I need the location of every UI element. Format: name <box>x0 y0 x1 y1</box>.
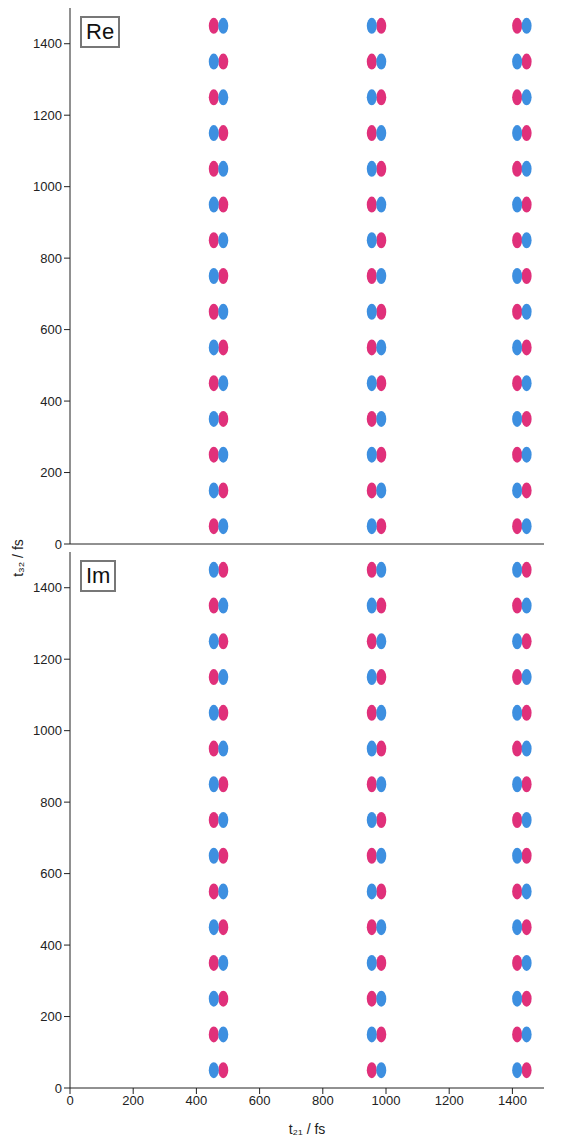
svg-text:800: 800 <box>312 1093 334 1108</box>
svg-text:1400: 1400 <box>498 1093 527 1108</box>
svg-text:0: 0 <box>55 537 62 552</box>
svg-text:800: 800 <box>40 251 62 266</box>
svg-text:400: 400 <box>40 938 62 953</box>
html-text:t₃₂ / fs: t₃₂ / fs <box>10 539 26 577</box>
svg-text:1400: 1400 <box>33 36 62 51</box>
html-text:Re: Re <box>86 19 115 44</box>
svg-text:1000: 1000 <box>33 179 62 194</box>
svg-text:0: 0 <box>66 1093 73 1108</box>
svg-text:400: 400 <box>40 394 62 409</box>
svg-text:t₂₁ / fs: t₂₁ / fs <box>289 1121 326 1137</box>
svg-text:200: 200 <box>122 1093 144 1108</box>
svg-text:400: 400 <box>186 1093 208 1108</box>
svg-text:200: 200 <box>40 1009 62 1024</box>
svg-text:600: 600 <box>40 866 62 881</box>
svg-text:1200: 1200 <box>33 652 62 667</box>
svg-text:800: 800 <box>40 795 62 810</box>
svg-text:600: 600 <box>40 322 62 337</box>
svg-text:600: 600 <box>249 1093 271 1108</box>
svg-text:200: 200 <box>40 465 62 480</box>
svg-text:0: 0 <box>55 1081 62 1096</box>
svg-text:1000: 1000 <box>372 1093 401 1108</box>
html-text:Im: Im <box>86 563 111 588</box>
svg-text:1200: 1200 <box>435 1093 464 1108</box>
svg-text:1000: 1000 <box>33 723 62 738</box>
svg-text:1200: 1200 <box>33 108 62 123</box>
svg-text:1400: 1400 <box>33 580 62 595</box>
